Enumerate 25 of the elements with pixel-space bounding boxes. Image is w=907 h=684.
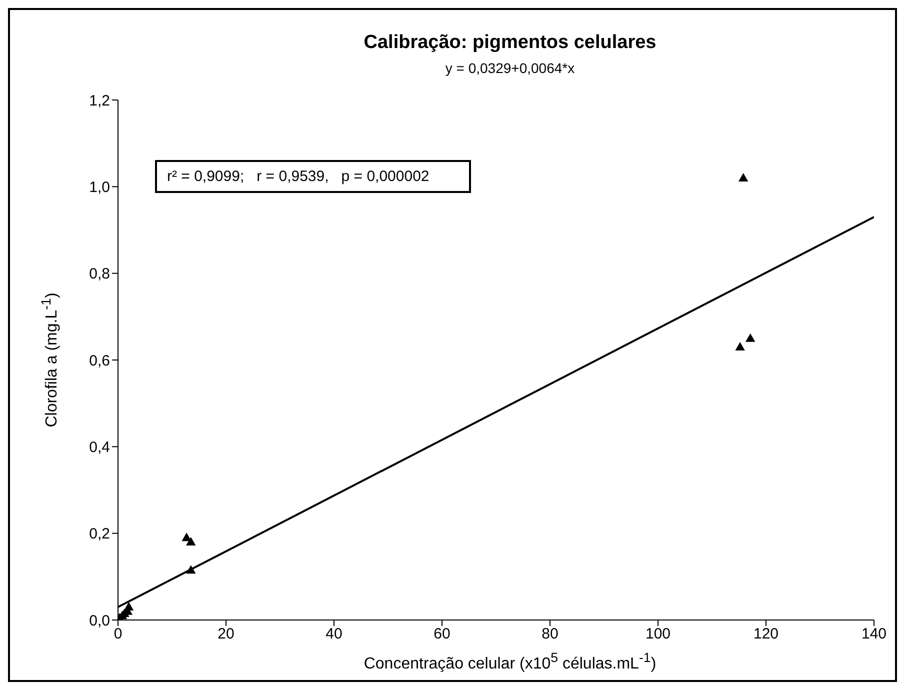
- y-tick-label: 0,4: [89, 438, 110, 456]
- point: [736, 342, 745, 350]
- x-tick-label: 60: [434, 626, 450, 643]
- x-tick-label: 120: [753, 626, 779, 643]
- x-tick-label: 80: [542, 626, 558, 643]
- point: [124, 602, 134, 610]
- x-tick-label: 140: [861, 626, 887, 643]
- x-tick-label: 0: [114, 626, 122, 643]
- chart-subtitle: y = 0,0329+0,0064*x: [444, 60, 576, 76]
- y-tick-label: 0,6: [89, 352, 110, 370]
- y-tick-label: 0,0: [89, 612, 110, 630]
- annotation: r² = 0,9099; r = 0,9539, p = 0,000002: [155, 160, 472, 193]
- point: [186, 566, 196, 574]
- x-tick-label: 20: [218, 626, 234, 643]
- y-tick-label: 1,0: [89, 178, 110, 196]
- x-tick-label: 100: [645, 626, 671, 643]
- y-tick-label: 1,2: [89, 92, 110, 110]
- y-tick-label: 0,8: [89, 266, 110, 283]
- point: [746, 334, 755, 342]
- point: [738, 174, 748, 182]
- y-tick-label: 0,2: [89, 526, 110, 543]
- x-tick-label: 40: [326, 626, 342, 643]
- x-axis-title: Concentração celular (x10$^{5}$ células.mL$^{-1}$): [362, 650, 658, 674]
- chart-title: Calibração: pigmentos celulares: [362, 32, 658, 54]
- point: [186, 538, 196, 546]
